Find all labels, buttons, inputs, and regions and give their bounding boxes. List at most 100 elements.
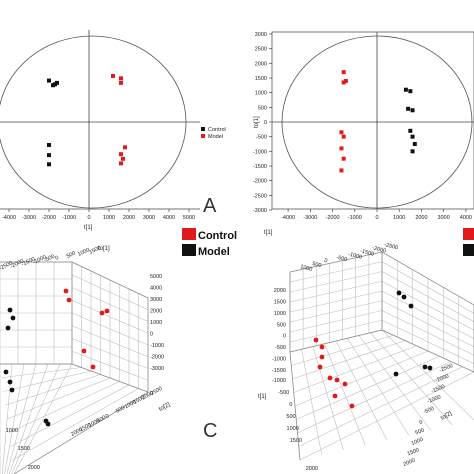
pca-point-control xyxy=(119,161,123,166)
score-3d-left-right-tick: 2000 xyxy=(150,309,162,315)
opls-y-tick-label: 0 xyxy=(264,120,267,126)
score-3d-left-depth-tick: -500 xyxy=(113,405,126,415)
score-3d-right-point-model xyxy=(422,364,428,370)
opls-point-control xyxy=(343,78,348,83)
score-3d-right-left-depth-tick: 0 xyxy=(289,402,292,408)
score-3d-left-points xyxy=(3,288,110,427)
opls-point-model xyxy=(412,142,417,146)
score-3d-right-gridline xyxy=(289,319,383,343)
score-3d-left-depth-tick: -2500 xyxy=(148,386,163,398)
panel-letter-a: A xyxy=(203,195,217,217)
pca-x-tick-label: 5000 xyxy=(183,215,195,221)
opls-point-control xyxy=(341,70,346,75)
score-3d-left-point-control xyxy=(81,348,87,354)
score-3d-right-point-control xyxy=(319,344,325,350)
score-3d-right-point-model xyxy=(408,303,414,309)
score-3d-right-gridline xyxy=(347,338,410,436)
pca-x-tick-label: 0 xyxy=(87,215,90,221)
score-3d-right-gridline xyxy=(289,280,383,303)
pca-legend-swatch-control xyxy=(201,127,205,131)
score-3d-left-depth-tick: 500 xyxy=(96,415,107,425)
opls-x-tick-label: -4000 xyxy=(281,215,295,221)
opls-y-tick-label: -2000 xyxy=(253,179,267,185)
score-3d-left-gridline xyxy=(1,367,82,379)
opls-x-tick-label: -2000 xyxy=(326,215,340,221)
opls-point-model xyxy=(408,89,413,94)
pca-x-tick-label: -1000 xyxy=(62,215,76,221)
pca-x-tick-label: 1000 xyxy=(103,215,115,221)
score-3d-left-right-tick: 3000 xyxy=(150,297,162,303)
opls-x-tick-label: 2000 xyxy=(415,215,427,221)
opls-point-model xyxy=(410,134,415,139)
score-3d-right-bottom-tick: 2000 xyxy=(306,466,318,472)
score-3d-right-left-depth-tick: 1500 xyxy=(290,438,302,444)
score-3d-left-top-tick: -2000 xyxy=(10,258,25,269)
score-3d-left-bottom-tick: 1500 xyxy=(18,446,30,452)
score-3d-right-point-model xyxy=(396,290,402,296)
score-3d-right-right-depth-tick: 1500 xyxy=(407,447,421,457)
opls-point-control xyxy=(339,168,344,173)
opls-y-tick-label: 2000 xyxy=(255,61,267,67)
score-3d-left-gridline xyxy=(5,374,101,406)
score-3d-left-gridline xyxy=(6,363,37,474)
score-3d-left-top-tick: 0 xyxy=(55,255,60,262)
score-3d-left-gridline xyxy=(9,363,49,474)
score-3d-right-gridline xyxy=(289,290,383,313)
main-legend: Control Model xyxy=(182,228,474,258)
score-3d-right-gridline xyxy=(289,261,383,283)
pca-inner-legend: Control Model xyxy=(201,127,226,140)
score-3d-left-bottom-tick: 2000 xyxy=(28,465,40,471)
score-3d-left-gridline xyxy=(8,381,120,434)
score-3d-right-gridline xyxy=(324,343,366,446)
score-3d-left-point-control xyxy=(66,297,72,303)
score-3d-right-point-control xyxy=(319,354,325,360)
score-3d-left-bottom-tick: 1000 xyxy=(6,428,18,434)
opls-x-tick-label: -3000 xyxy=(303,215,317,221)
pca-legend-swatch-model xyxy=(201,134,205,138)
opls-x-tick-label: -1000 xyxy=(348,215,362,221)
opls-points xyxy=(339,70,417,173)
legend-swatch-model-right xyxy=(463,244,474,256)
score-3d-right-left-tick: -1000 xyxy=(272,357,286,363)
score-3d-right-gridline xyxy=(294,350,429,407)
pca-point-control xyxy=(111,74,115,78)
score-3d-right-top-tick: -2500 xyxy=(384,242,399,251)
pca-x-tick-label: -2000 xyxy=(42,215,56,221)
pca-point-model xyxy=(47,143,51,147)
score-3d-right-gridline xyxy=(289,271,383,293)
score-3d-right-gridline xyxy=(301,349,323,456)
score-3d-right-left-tick: -500 xyxy=(275,345,286,351)
opls-point-control xyxy=(339,146,344,151)
opls-x-tick-label: 0 xyxy=(375,215,378,221)
score-3d-left-point-control xyxy=(90,364,96,370)
score-3d-right-top-tick: -1000 xyxy=(348,252,363,261)
opls-y-tick-label: -3000 xyxy=(253,208,267,214)
score-3d-right-right-depth-tick: -1500 xyxy=(431,384,446,395)
opls-point-control xyxy=(339,130,344,135)
score-3d-right-gridline xyxy=(312,346,344,451)
opls-x-tick-label: 3000 xyxy=(438,215,450,221)
opls-point-model xyxy=(410,149,415,154)
score-3d-right-gridline xyxy=(292,340,406,380)
score-3d-left-right-tick: -3000 xyxy=(150,366,164,372)
opls-point-model xyxy=(403,87,408,92)
pca-score-plot: -4000 -3000 -2000 -1000 0 1000 2000 3000 4000 500… xyxy=(0,30,226,231)
score-3d-left-point-model xyxy=(5,325,11,331)
opls-y-tick-label: 3000 xyxy=(255,32,267,38)
score-3d-left-top-tick: 1000 xyxy=(77,247,91,258)
panel-letter-c: C xyxy=(203,420,217,442)
opls-point-control xyxy=(341,156,346,161)
score-3d-left-top-tick: -500 xyxy=(43,254,56,264)
score-3d-left-gridline xyxy=(6,377,111,420)
score-3d-right-point-control xyxy=(313,337,319,343)
score-3d-right-right-depth-tick: 2000 xyxy=(403,458,417,468)
pca-point-model xyxy=(47,153,51,158)
score-3d-left-right-tick: -2000 xyxy=(150,355,164,361)
score-3d-right-tick-labels: -2500-2000-1500-1000-5000500100020001500… xyxy=(272,242,454,472)
score-3d-left-right-tick: 4000 xyxy=(150,286,162,292)
score-3d-left-gridline xyxy=(13,363,73,474)
opls-point-model xyxy=(410,108,415,113)
score-3d-left-gridline xyxy=(3,370,92,392)
pca-point-control xyxy=(119,80,123,85)
score-3d-right-right-depth-tick: -1000 xyxy=(427,394,442,405)
